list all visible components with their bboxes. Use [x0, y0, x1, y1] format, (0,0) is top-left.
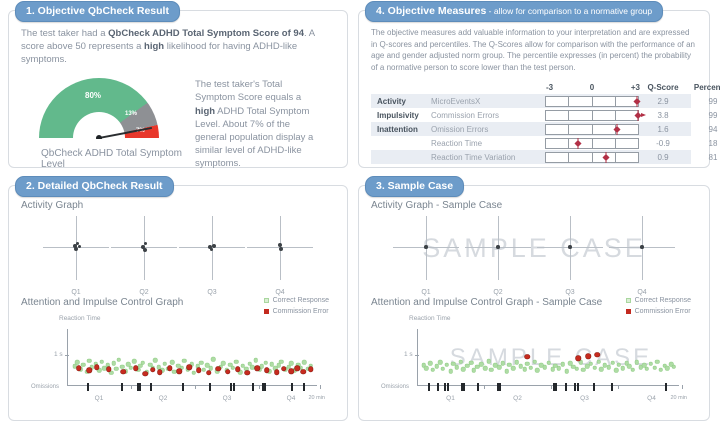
crosshair-q4: Q4 [609, 214, 675, 296]
omission-ticks [420, 383, 675, 393]
panel-2-title: 2. Detailed QbCheck Result [26, 180, 163, 192]
qscore-marker [634, 109, 642, 121]
panel-objective-result: 1. Objective QbCheck Result The test tak… [8, 1, 348, 171]
qscore-scale: -3 0 +3 [546, 83, 640, 93]
gauge-label-mid: 13% [125, 111, 138, 118]
qscore-table: -3 0 +3 Q-Score Percentile Activity Micr… [371, 81, 720, 165]
activity-graph: Q1 Q2 Q3 [21, 211, 335, 296]
qscore-marker [633, 95, 641, 107]
result-side-paragraph: The test taker's Total Symptom Score equ… [195, 79, 314, 169]
crosshair-q3: Q3 [179, 214, 245, 296]
off-scale-arrow-icon [641, 112, 646, 117]
x-axis [67, 385, 317, 386]
qscore-marker [574, 137, 582, 149]
crosshair-q2: Q2 [111, 214, 177, 296]
table-row-activity: Activity MicroEventsX 2.9 99 [371, 94, 717, 109]
gauge-label-high: 80% [85, 91, 102, 101]
y-axis [67, 329, 68, 386]
crosshair-q4: Q4 [247, 214, 313, 296]
correct-response-swatch [625, 298, 631, 304]
crosshair-q2: Q2 [465, 214, 531, 296]
qscore-grid [545, 123, 639, 135]
crosshair-q1: Q1 [393, 214, 459, 296]
scatter-points [420, 332, 676, 384]
qscore-marker [602, 151, 610, 163]
result-intro-paragraph: The test taker had a QbCheck ADHD Total … [21, 28, 315, 66]
gauge-label-low: 7% [136, 128, 145, 135]
commission-error-swatch [625, 309, 631, 315]
gauge-pivot [96, 135, 102, 140]
panel-1-title: 1. Objective QbCheck Result [26, 5, 169, 17]
omission-ticks [70, 383, 313, 393]
panel-2-header: 2. Detailed QbCheck Result [15, 176, 174, 197]
crosshair-q3: Q3 [537, 214, 603, 296]
panel-detailed-result: 2. Detailed QbCheck Result Activity Grap… [8, 176, 348, 421]
attention-scatter-plot: Reaction Time 1 s Omissions Q1 Q2 Q3 Q4 … [31, 315, 325, 402]
measures-paragraph: The objective measures add valuable info… [371, 28, 695, 72]
table-row-reaction-time: Reaction Time -0.9 18 [431, 137, 718, 149]
panel-sample-case: 3. Sample Case Activity Graph - Sample C… [358, 176, 710, 421]
scatter-legend: Correct Response Commission Error [625, 295, 691, 317]
activity-graph-title: Activity Graph [21, 200, 84, 211]
x-axis [417, 385, 679, 386]
crosshair-q1: Q1 [43, 214, 109, 296]
qscore-grid [545, 151, 639, 163]
panel-4-header: 4. Objective Measures - allow for compar… [365, 1, 664, 22]
qscore-marker [613, 123, 621, 135]
percentile-col-header: Percentile [693, 83, 720, 93]
qscore-table-header: -3 0 +3 Q-Score Percentile [371, 81, 720, 94]
qscore-grid [545, 95, 641, 107]
symptom-gauge: 80% 13% 7% [39, 78, 159, 140]
sample-attention-scatter-plot: SAMPLE CASE Reaction Time 1 s Omissions … [381, 315, 687, 402]
panel-4-subtitle: - allow for comparison to a normative gr… [486, 6, 653, 16]
y-axis [417, 329, 418, 386]
commission-error-swatch [263, 309, 269, 315]
attention-graph-title: Attention and Impulse Control Graph [21, 297, 184, 308]
sample-attention-graph-title: Attention and Impulse Control Graph - Sa… [371, 297, 603, 308]
panel-1-header: 1. Objective QbCheck Result [15, 1, 180, 22]
gauge-caption: QbCheck ADHD Total Symptom Level [41, 148, 182, 171]
panel-3-title: 3. Sample Case [376, 180, 454, 192]
sample-activity-graph-title: Activity Graph - Sample Case [371, 200, 503, 211]
qscore-grid [545, 109, 646, 121]
table-row-reaction-time-variation: Reaction Time Variation 0.9 81 [371, 150, 717, 165]
panel-4-title: 4. Objective Measures [376, 5, 487, 17]
scatter-points [70, 332, 313, 384]
panel-objective-measures: 4. Objective Measures - allow for compar… [358, 1, 720, 168]
qscore-col-header: Q-Score [647, 83, 679, 93]
correct-response-swatch [263, 298, 269, 304]
panel-3-header: 3. Sample Case [365, 176, 465, 197]
sample-activity-graph: SAMPLE CASE Q1 Q2 Q3 [371, 211, 697, 296]
table-row-inattention: Inattention Omission Errors 1.6 94 [371, 122, 717, 137]
table-row-impulsivity: Impulsivity Commission Errors 3.8 99 [377, 109, 718, 121]
scatter-legend: Correct Response Commission Error [263, 295, 329, 317]
qscore-grid [545, 137, 639, 149]
